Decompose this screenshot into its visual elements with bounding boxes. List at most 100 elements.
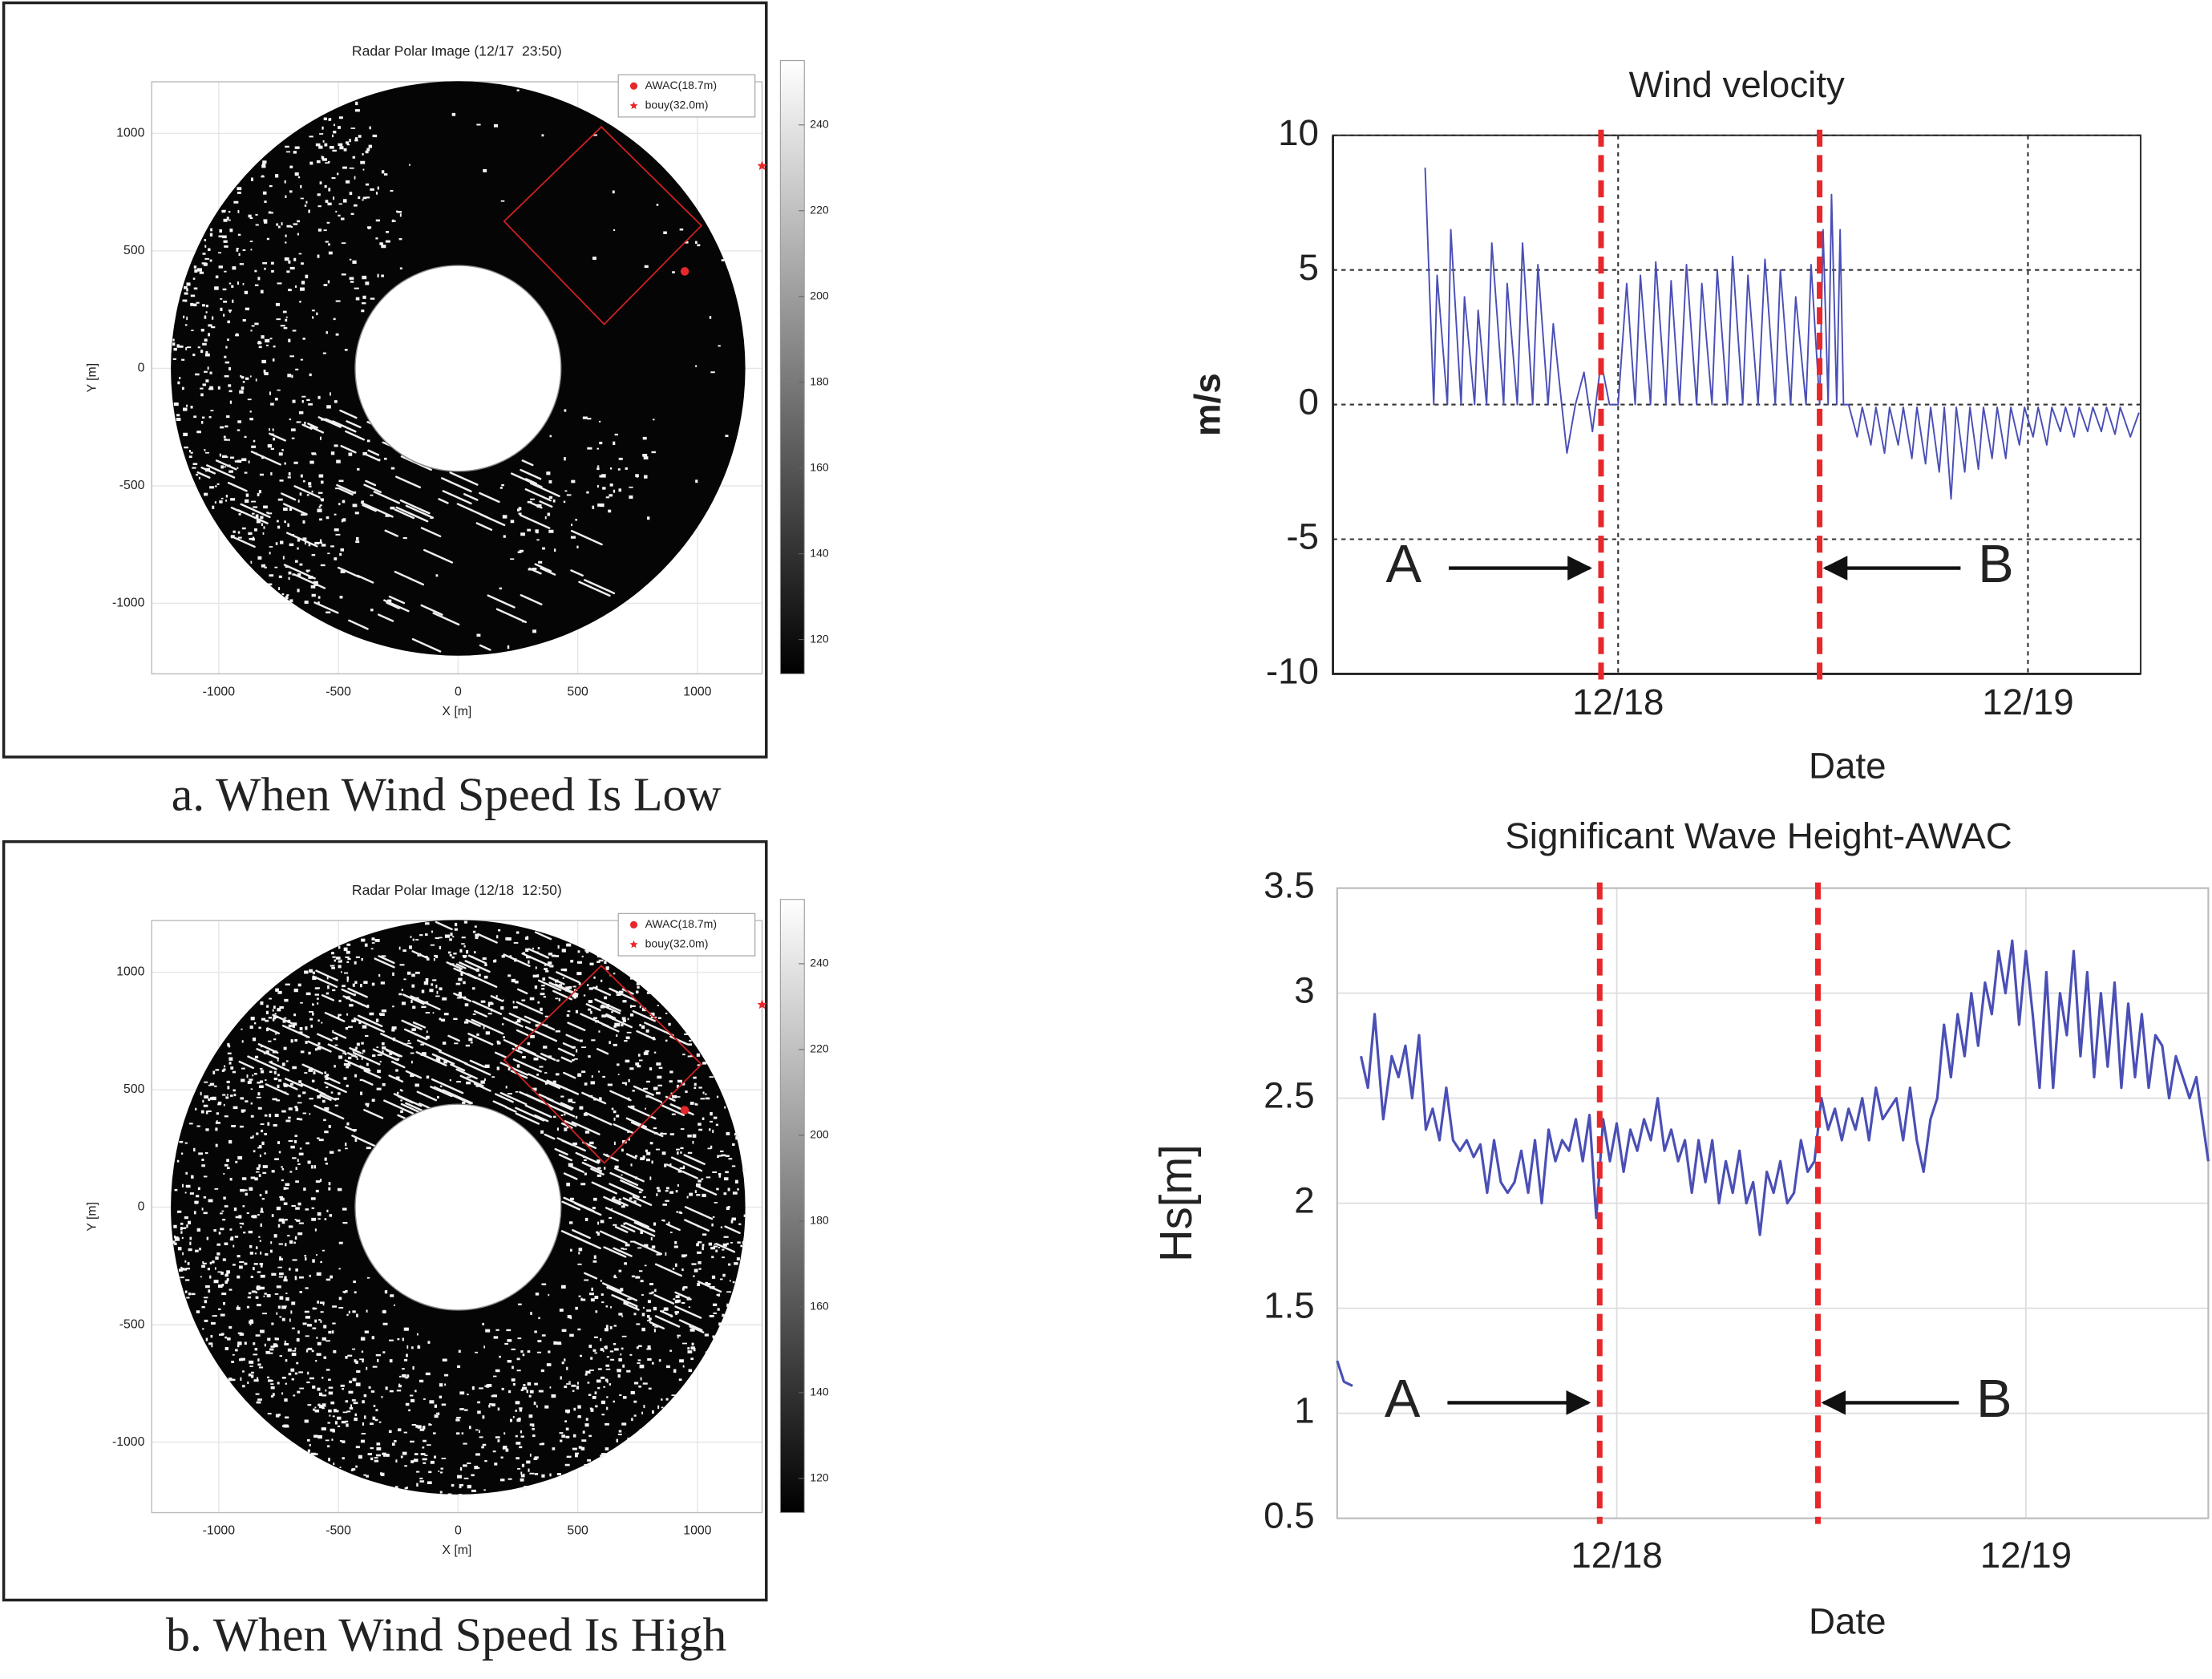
legend-label: AWAC(18.7m) — [645, 79, 718, 91]
y-tick-label: -1000 — [112, 597, 145, 610]
x-tick-label: -1000 — [203, 1524, 236, 1538]
axes-spine — [1332, 135, 2141, 675]
x-tick-label: -1000 — [203, 685, 236, 698]
legend-marker — [629, 101, 638, 110]
x-axis-label: Date — [1809, 745, 1886, 786]
radar-panel: Radar Polar Image (12/17 23:50) -1000 -500… — [2, 1, 829, 821]
axes-frame — [1336, 887, 2210, 1519]
y-axis-label: Hs[m] — [1150, 1144, 1201, 1262]
y-tick-label: 3 — [1294, 970, 1314, 1011]
y-tick-label: 5 — [1299, 247, 1319, 288]
annotation-label: B — [1978, 535, 2014, 594]
legend-label: AWAC(18.7m) — [645, 917, 718, 930]
marker-circle — [680, 267, 689, 276]
colorbar-tick-label: 180 — [810, 1214, 829, 1227]
colorbar-tick-label: 220 — [810, 1042, 829, 1055]
analysis-box — [503, 126, 703, 326]
annotation-label: B — [1976, 1369, 2012, 1429]
colorbar-tick-label: 160 — [810, 1300, 829, 1313]
y-tick-label: -1000 — [112, 1435, 145, 1449]
colorbar-tick-label: 200 — [810, 1128, 829, 1141]
analysis-box — [503, 965, 703, 1164]
chart-title: Radar Polar Image (12/18 12:50) — [352, 882, 562, 898]
legend-box — [617, 74, 756, 118]
x-axis-label: Date — [1809, 1601, 1886, 1642]
annotation-label: A — [1386, 535, 1422, 594]
y-tick-label: 0.5 — [1264, 1495, 1315, 1536]
legend-label: bouy(32.0m) — [645, 99, 709, 111]
y-tick-label: 10 — [1278, 112, 1319, 153]
y-tick-label: -10 — [1266, 650, 1319, 691]
x-tick-label: 1000 — [683, 1524, 711, 1538]
caption: b. When Wind Speed Is High — [166, 1608, 726, 1661]
chart-title: Wind velocity — [1629, 64, 1845, 105]
x-tick-label: 500 — [567, 685, 588, 698]
x-tick-label: 0 — [455, 1524, 462, 1538]
y-tick-label: 2.5 — [1264, 1075, 1315, 1116]
marker-star — [757, 999, 767, 1009]
y-tick-label: 1000 — [116, 965, 144, 979]
y-tick-label: -500 — [119, 1317, 145, 1331]
x-axis-label: X [m] — [442, 1543, 471, 1557]
legend: AWAC(18.7m) bouy(32.0m) — [617, 74, 756, 118]
colorbar-tick-label: 140 — [810, 546, 829, 559]
y-tick-label: 0 — [138, 362, 145, 375]
legend: AWAC(18.7m) bouy(32.0m) — [617, 912, 756, 957]
radar-inner — [354, 1103, 562, 1311]
caption: a. When Wind Speed Is Low — [172, 768, 722, 821]
colorbar-tick-label: 140 — [810, 1385, 829, 1398]
marker-star — [757, 160, 767, 171]
annotation-label: A — [1385, 1369, 1421, 1429]
x-tick-label: 12/18 — [1571, 1535, 1662, 1576]
colorbar-tick-label: 240 — [810, 118, 829, 131]
x-tick-label: -500 — [326, 685, 351, 698]
y-axis-label: m/s — [1187, 373, 1228, 436]
x-tick-label: 1000 — [683, 685, 711, 698]
line-panel: -10 -5 0 5 10 12/18 12/19 Wind velocity Date m/s A… — [1187, 64, 2142, 786]
y-tick-label: -5 — [1286, 516, 1319, 557]
y-tick-label: 2 — [1294, 1180, 1314, 1221]
data-line — [1424, 168, 2140, 500]
legend-marker — [629, 920, 638, 929]
legend-marker — [629, 940, 638, 949]
data-line — [1336, 939, 2210, 1387]
marker-circle — [680, 1106, 689, 1115]
x-tick-label: 12/19 — [1982, 682, 2073, 722]
radar-streak — [238, 920, 741, 1333]
colorbar-tick-label: 220 — [810, 204, 829, 216]
y-tick-label: 500 — [123, 1082, 145, 1096]
legend-box — [617, 912, 756, 957]
y-tick-label: 3.5 — [1264, 865, 1315, 906]
colorbar-tick-label: 240 — [810, 957, 829, 969]
chart-title: Radar Polar Image (12/17 23:50) — [352, 43, 562, 59]
x-tick-label: -500 — [326, 1524, 351, 1538]
x-tick-label: 12/19 — [1980, 1535, 2072, 1576]
y-axis-label: Y [m] — [86, 1202, 99, 1232]
radar-inner — [354, 265, 562, 472]
colorbar-tick-label: 120 — [810, 1471, 829, 1483]
line-panel: 0.5 1 1.5 2 2.5 3 3.5 12/18 12/19 Significant Wav… — [1150, 815, 2210, 1642]
colorbar-tick-label: 200 — [810, 289, 829, 301]
colorbar-tick-label: 180 — [810, 374, 829, 387]
colorbar-tick-label: 120 — [810, 632, 829, 645]
x-tick-label: 12/18 — [1572, 682, 1664, 722]
y-axis-label: Y [m] — [86, 363, 99, 393]
y-tick-label: 1 — [1294, 1390, 1314, 1431]
legend-label: bouy(32.0m) — [645, 937, 709, 950]
y-tick-label: 1000 — [116, 127, 144, 140]
colorbar-tick-label: 160 — [810, 460, 829, 473]
x-axis-label: X [m] — [442, 705, 471, 718]
y-tick-label: -500 — [119, 479, 145, 492]
y-tick-label: 500 — [123, 244, 145, 257]
y-tick-label: 0 — [1299, 382, 1319, 423]
y-tick-label: 0 — [138, 1200, 145, 1214]
legend-marker — [629, 82, 638, 90]
y-tick-label: 1.5 — [1264, 1285, 1315, 1326]
colorbar — [779, 60, 805, 674]
x-tick-label: 500 — [567, 1524, 588, 1538]
radar-panel: Radar Polar Image (12/18 12:50) -1000 -500… — [2, 840, 829, 1661]
x-tick-label: 0 — [455, 685, 462, 698]
chart-title: Significant Wave Height-AWAC — [1505, 815, 2012, 856]
colorbar — [779, 899, 805, 1514]
